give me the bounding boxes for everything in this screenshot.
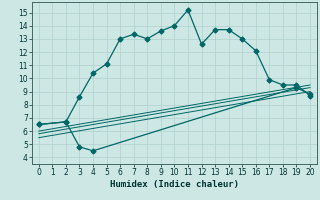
X-axis label: Humidex (Indice chaleur): Humidex (Indice chaleur) bbox=[110, 180, 239, 189]
